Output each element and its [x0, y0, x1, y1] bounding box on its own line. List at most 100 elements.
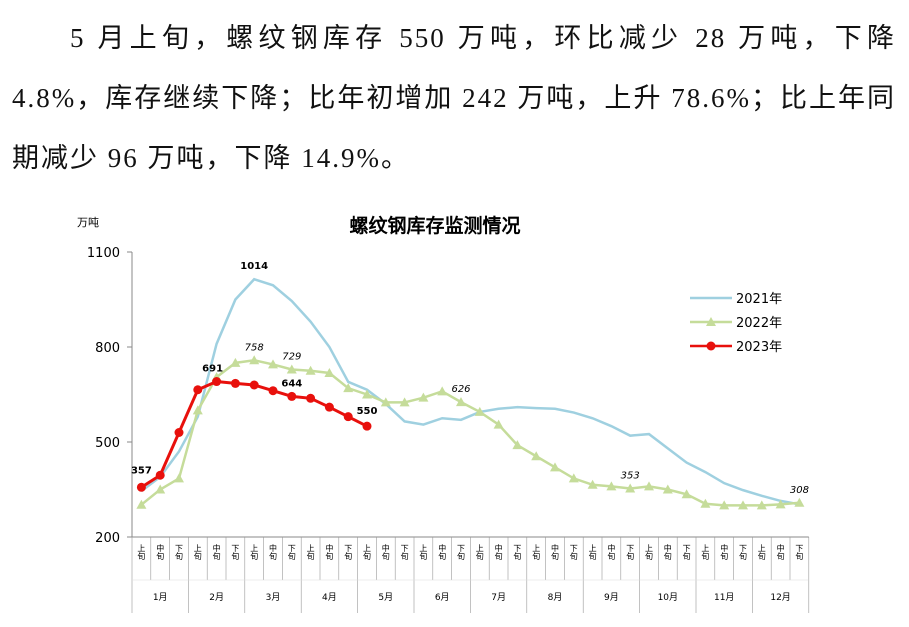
- month-label: 9月: [604, 592, 619, 603]
- point: [380, 397, 391, 407]
- point: [193, 385, 203, 395]
- point: [305, 365, 316, 375]
- x-tick-label: 下旬: [682, 544, 691, 561]
- x-tick-label: 下旬: [344, 544, 353, 561]
- series-line: [140, 277, 800, 506]
- point: [136, 499, 147, 509]
- point: [343, 412, 353, 422]
- x-tick-label: 中旬: [381, 543, 390, 561]
- month-label: 1月: [153, 592, 168, 603]
- point: [756, 500, 767, 510]
- point: [362, 421, 372, 431]
- y-tick-label: 200: [95, 531, 120, 546]
- x-tick-label: 上旬: [250, 544, 259, 561]
- legend-label: 2023年: [736, 340, 782, 355]
- data-label: 626: [451, 384, 470, 395]
- point: [474, 406, 485, 416]
- month-label: 11月: [714, 592, 734, 603]
- x-tick-label: 下旬: [739, 544, 748, 561]
- point: [775, 499, 786, 509]
- point: [437, 386, 448, 396]
- legend-label: 2021年: [736, 292, 782, 307]
- x-tick-label: 下旬: [457, 544, 466, 561]
- x-tick-label: 上旬: [532, 544, 541, 561]
- month-label: 4月: [322, 592, 337, 603]
- x-tick-label: 上旬: [193, 544, 202, 561]
- x-tick-label: 中旬: [156, 543, 165, 561]
- point: [606, 481, 617, 491]
- point: [192, 405, 203, 415]
- point: [268, 386, 278, 396]
- x-tick-label: 中旬: [438, 543, 447, 561]
- point: [625, 483, 636, 493]
- data-label: 758: [245, 342, 264, 353]
- x-tick-label: 上旬: [419, 544, 428, 561]
- month-label: 10月: [658, 592, 678, 603]
- paragraph: 5 月上旬，螺纹钢库存 550 万吨，环比减少 28 万吨，下降 4.8%，库存…: [12, 23, 896, 173]
- y-unit: 万吨: [77, 216, 99, 229]
- x-tick-label: 中旬: [720, 543, 729, 561]
- point: [212, 377, 222, 387]
- point: [738, 500, 748, 510]
- point: [306, 393, 316, 403]
- x-tick-label: 下旬: [287, 544, 296, 561]
- x-tick-label: 中旬: [494, 543, 503, 561]
- month-label: 2月: [209, 592, 224, 603]
- legend-label: 2022年: [736, 316, 782, 331]
- x-tick-label: 中旬: [663, 543, 672, 561]
- x-tick-label: 上旬: [588, 544, 597, 561]
- month-label: 12月: [770, 592, 790, 603]
- x-tick-label: 下旬: [175, 544, 184, 561]
- point: [644, 481, 654, 491]
- point: [362, 389, 372, 399]
- y-tick-label: 500: [95, 436, 120, 451]
- month-label: 8月: [548, 592, 563, 603]
- series-line: [140, 359, 800, 507]
- point: [287, 391, 297, 401]
- legend-marker: [706, 341, 716, 351]
- data-label: 357: [131, 465, 152, 476]
- point: [662, 484, 673, 494]
- data-label: 353: [621, 471, 640, 482]
- data-label: 691: [202, 364, 223, 375]
- x-tick-label: 下旬: [513, 544, 522, 561]
- chart-title: 螺纹钢库存监测情况: [349, 214, 520, 237]
- point: [343, 383, 354, 393]
- month-label: 6月: [435, 592, 450, 603]
- data-label: 729: [282, 351, 301, 362]
- x-tick-label: 中旬: [551, 543, 560, 561]
- x-tick-label: 上旬: [306, 544, 315, 561]
- point: [155, 470, 165, 480]
- x-tick-label: 下旬: [400, 544, 409, 561]
- data-label: 308: [790, 485, 809, 496]
- point: [174, 428, 184, 437]
- data-label: 550: [357, 406, 378, 417]
- x-tick-label: 下旬: [626, 544, 635, 561]
- point: [794, 497, 805, 507]
- point: [568, 473, 579, 483]
- x-tick-label: 中旬: [212, 543, 221, 561]
- point: [418, 392, 429, 402]
- point: [700, 498, 711, 508]
- point: [550, 462, 560, 472]
- x-tick-label: 中旬: [776, 543, 785, 561]
- month-label: 3月: [266, 592, 281, 603]
- point: [512, 440, 523, 450]
- point: [681, 489, 692, 499]
- x-tick-label: 下旬: [231, 544, 240, 561]
- point: [136, 482, 146, 492]
- point: [531, 451, 542, 461]
- x-tick-label: 中旬: [607, 543, 616, 561]
- x-tick-label: 中旬: [325, 543, 334, 561]
- point: [399, 397, 410, 407]
- point: [249, 355, 260, 365]
- data-label: 644: [281, 378, 302, 389]
- point: [324, 367, 335, 377]
- x-tick-label: 上旬: [701, 544, 710, 561]
- point: [719, 500, 730, 510]
- month-label: 5月: [378, 592, 393, 603]
- y-tick-label: 800: [95, 341, 120, 356]
- point: [268, 359, 278, 369]
